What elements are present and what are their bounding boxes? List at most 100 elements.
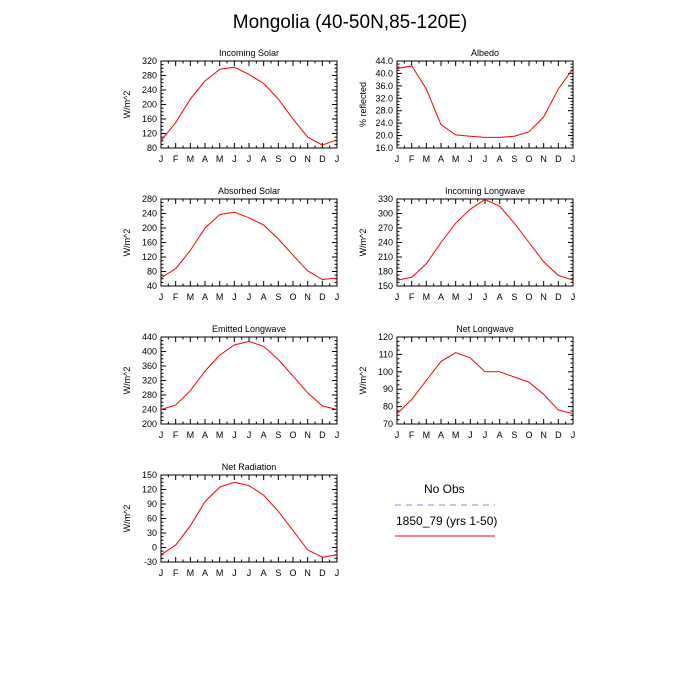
panel-1-xtick-label: A [261, 154, 267, 164]
panel-3-ytick-label: 80 [147, 267, 157, 277]
panel-2-xtick-label: J [571, 154, 576, 164]
panel-3-xtick-label: M [216, 292, 224, 302]
panel-7-ytick-label: 150 [142, 470, 157, 480]
panel-2-frame [396, 60, 574, 149]
panel-4-xtick-label: M [452, 292, 460, 302]
panel-5-title: Emitted Longwave [212, 324, 286, 334]
panel-1-ytick-label: 160 [142, 114, 157, 124]
panel-3-xtick-label: N [304, 292, 311, 302]
page-title: Mongolia (40-50N,85-120E) [232, 12, 468, 33]
panel-7-ytick-label: 90 [147, 499, 157, 509]
panel-5-xtick-label: J [247, 430, 252, 440]
panel-7-xtick-label: M [187, 568, 195, 578]
panel-6-ytick-label: 80 [383, 402, 393, 412]
panel-2-xtick-label: M [452, 154, 460, 164]
panel-2-ytick-label: 40.0 [375, 68, 393, 78]
panel-2-ytick-label: 28.0 [375, 106, 393, 116]
panel-7-xtick-label: A [261, 568, 267, 578]
panel-5-xtick-label: J [232, 430, 237, 440]
panel-4-xtick-label: N [540, 292, 547, 302]
panel-5-ytick-label: 440 [142, 332, 157, 342]
panel-5-xtick-label: A [261, 430, 267, 440]
panel-1-xtick-label: J [335, 154, 340, 164]
panel-6-xtick-label: J [571, 430, 576, 440]
panel-2-series-line [396, 65, 574, 138]
panel-7-xtick-label: J [247, 568, 252, 578]
panel-2-title: Albedo [471, 48, 499, 58]
panel-1-xtick-label: N [304, 154, 311, 164]
panel-5-ylabel: W/m^2 [122, 367, 132, 395]
panel-6-xtick-label: J [468, 430, 473, 440]
panel-6-ytick-label: 90 [383, 384, 393, 394]
panel-7-xtick-label: D [319, 568, 326, 578]
panel-7-xtick-label: A [202, 568, 208, 578]
panel-6-series-line [396, 352, 574, 415]
panel-5-ytick-label: 400 [142, 347, 157, 357]
panel-4-xtick-label: D [555, 292, 562, 302]
panel-1-xtick-label: J [159, 154, 164, 164]
panel-6-xtick-label: A [438, 430, 444, 440]
panel-6-ytick-label: 120 [378, 332, 393, 342]
panel-3-xtick-label: S [275, 292, 281, 302]
panel-4-xtick-label: J [395, 292, 400, 302]
panel-3-ytick-label: 280 [142, 194, 157, 204]
panel-3-xtick-label: J [335, 292, 340, 302]
panel-3-ytick-label: 40 [147, 281, 157, 291]
panel-5-ytick-label: 320 [142, 376, 157, 386]
panel-2-xtick-label: A [497, 154, 503, 164]
panel-2-ytick-label: 32.0 [375, 93, 393, 103]
panel-3-xtick-label: J [232, 292, 237, 302]
panel-6-xtick-label: S [511, 430, 517, 440]
panel-7-xtick-label: J [159, 568, 164, 578]
panel-7-xtick-label: N [304, 568, 311, 578]
panel-2-xtick-label: M [423, 154, 431, 164]
panel-4-xtick-label: J [468, 292, 473, 302]
panel-7-title: Net Radiation [222, 462, 277, 472]
panel-2-ytick-label: 36.0 [375, 81, 393, 91]
panel-4-ytick-label: 150 [378, 281, 393, 291]
panel-4-ytick-label: 300 [378, 209, 393, 219]
panel-4-xtick-label: O [525, 292, 532, 302]
panel-5-xtick-label: J [159, 430, 164, 440]
panel-1-ytick-label: 280 [142, 71, 157, 81]
panel-6-xtick-label: M [423, 430, 431, 440]
panel-3-ytick-label: 200 [142, 223, 157, 233]
panel-6-xtick-label: M [452, 430, 460, 440]
panel-4-frame [396, 198, 574, 287]
legend-obs-label: No Obs [424, 482, 465, 496]
panel-1-xtick-label: F [173, 154, 179, 164]
panel-5-xtick-label: M [187, 430, 195, 440]
panel-1-ytick-label: 200 [142, 100, 157, 110]
panel-4-ytick-label: 180 [378, 267, 393, 277]
panel-5-xtick-label: N [304, 430, 311, 440]
panel-2-xtick-label: J [483, 154, 488, 164]
panel-2-xtick-label: D [555, 154, 562, 164]
panel-2-xtick-label: O [525, 154, 532, 164]
panel-5-frame [160, 336, 338, 425]
panel-7-xtick-label: F [173, 568, 179, 578]
panel-4-series-line [396, 198, 574, 281]
panel-6-xtick-label: J [395, 430, 400, 440]
panel-3-xtick-label: A [202, 292, 208, 302]
panel-5-xtick-label: F [173, 430, 179, 440]
panel-7-ytick-label: 30 [147, 528, 157, 538]
panel-4-xtick-label: S [511, 292, 517, 302]
panel-2-xtick-label: S [511, 154, 517, 164]
legend-model-label: 1850_79 (yrs 1-50) [396, 514, 498, 528]
panel-7-xtick-label: J [232, 568, 237, 578]
panel-6-ytick-label: 110 [379, 349, 393, 359]
panel-6-ytick-label: 100 [378, 367, 393, 377]
panel-4-ytick-label: 330 [378, 194, 393, 204]
panel-3-ylabel: W/m^2 [122, 229, 132, 257]
panel-1-xtick-label: J [247, 154, 252, 164]
panel-2-xtick-label: J [468, 154, 473, 164]
panel-3-title: Absorbed Solar [218, 186, 280, 196]
panel-5-series-line [160, 340, 338, 410]
panel-1-xtick-label: O [289, 154, 296, 164]
panel-5-ytick-label: 200 [142, 419, 157, 429]
panel-1-xtick-label: S [275, 154, 281, 164]
panel-6-ytick-label: 70 [383, 419, 393, 429]
panel-4-ytick-label: 210 [378, 252, 393, 262]
panel-7-ylabel: W/m^2 [122, 505, 132, 533]
